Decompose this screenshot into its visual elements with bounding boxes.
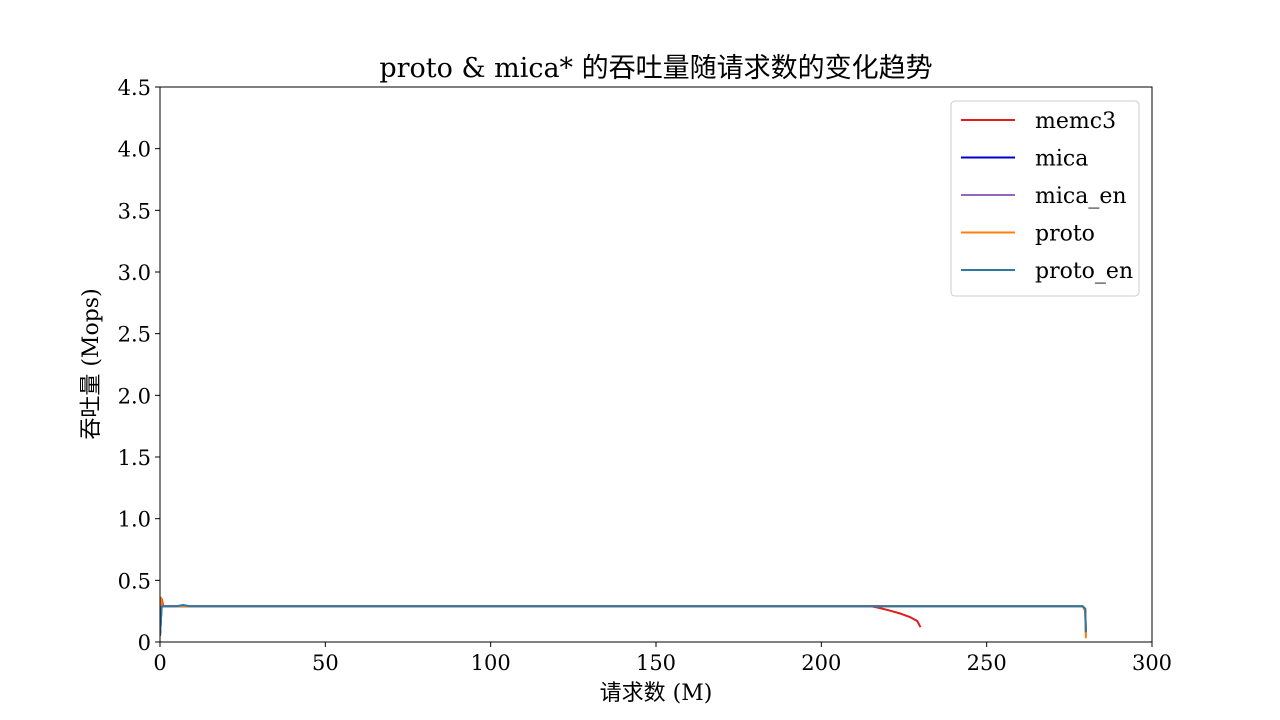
y-tick-label: 0.5 xyxy=(118,569,151,593)
series-line-mica-en xyxy=(160,605,1087,636)
y-tick-label: 0 xyxy=(138,631,151,655)
x-tick-label: 200 xyxy=(801,651,841,675)
y-axis: 0 0.5 1.0 1.5 2.0 2.5 3.0 3.5 4.0 4.5 xyxy=(118,76,160,655)
x-axis: 0 50 100 150 200 250 300 xyxy=(153,642,1172,675)
y-tick-label: 4.0 xyxy=(118,138,151,162)
x-tick-label: 250 xyxy=(967,651,1007,675)
plot-lines xyxy=(160,596,1087,639)
y-axis-title: 吞吐量 (Mops) xyxy=(79,288,104,439)
y-tick-label: 2.0 xyxy=(118,384,151,408)
y-tick-label: 4.5 xyxy=(118,76,151,100)
series-line-mica xyxy=(160,605,1087,636)
legend-box xyxy=(950,100,1140,297)
legend-label-mica-en: mica_en xyxy=(1035,184,1127,209)
y-tick-label: 1.0 xyxy=(118,508,151,532)
y-tick-label: 1.5 xyxy=(118,446,151,470)
series-line-proto xyxy=(160,596,1087,639)
y-tick-label: 3.5 xyxy=(118,199,151,223)
legend-label-proto-en: proto_en xyxy=(1035,259,1133,284)
legend-label-proto: proto xyxy=(1035,222,1095,247)
legend-label-memc3: memc3 xyxy=(1035,109,1116,134)
x-tick-label: 300 xyxy=(1132,651,1172,675)
y-tick-label: 2.5 xyxy=(118,323,151,347)
x-tick-label: 100 xyxy=(471,651,511,675)
x-tick-label: 50 xyxy=(312,651,339,675)
y-tick-label: 3.0 xyxy=(118,261,151,285)
x-tick-label: 150 xyxy=(636,651,676,675)
x-axis-title: 请求数 (M) xyxy=(600,681,713,706)
legend-label-mica: mica xyxy=(1035,147,1088,172)
series-line-proto-en xyxy=(160,604,1087,636)
x-tick-label: 0 xyxy=(153,651,166,675)
series-line-memc3 xyxy=(160,597,922,636)
chart-title: proto & mica* 的吞吐量随请求数的变化趋势 xyxy=(379,53,932,84)
